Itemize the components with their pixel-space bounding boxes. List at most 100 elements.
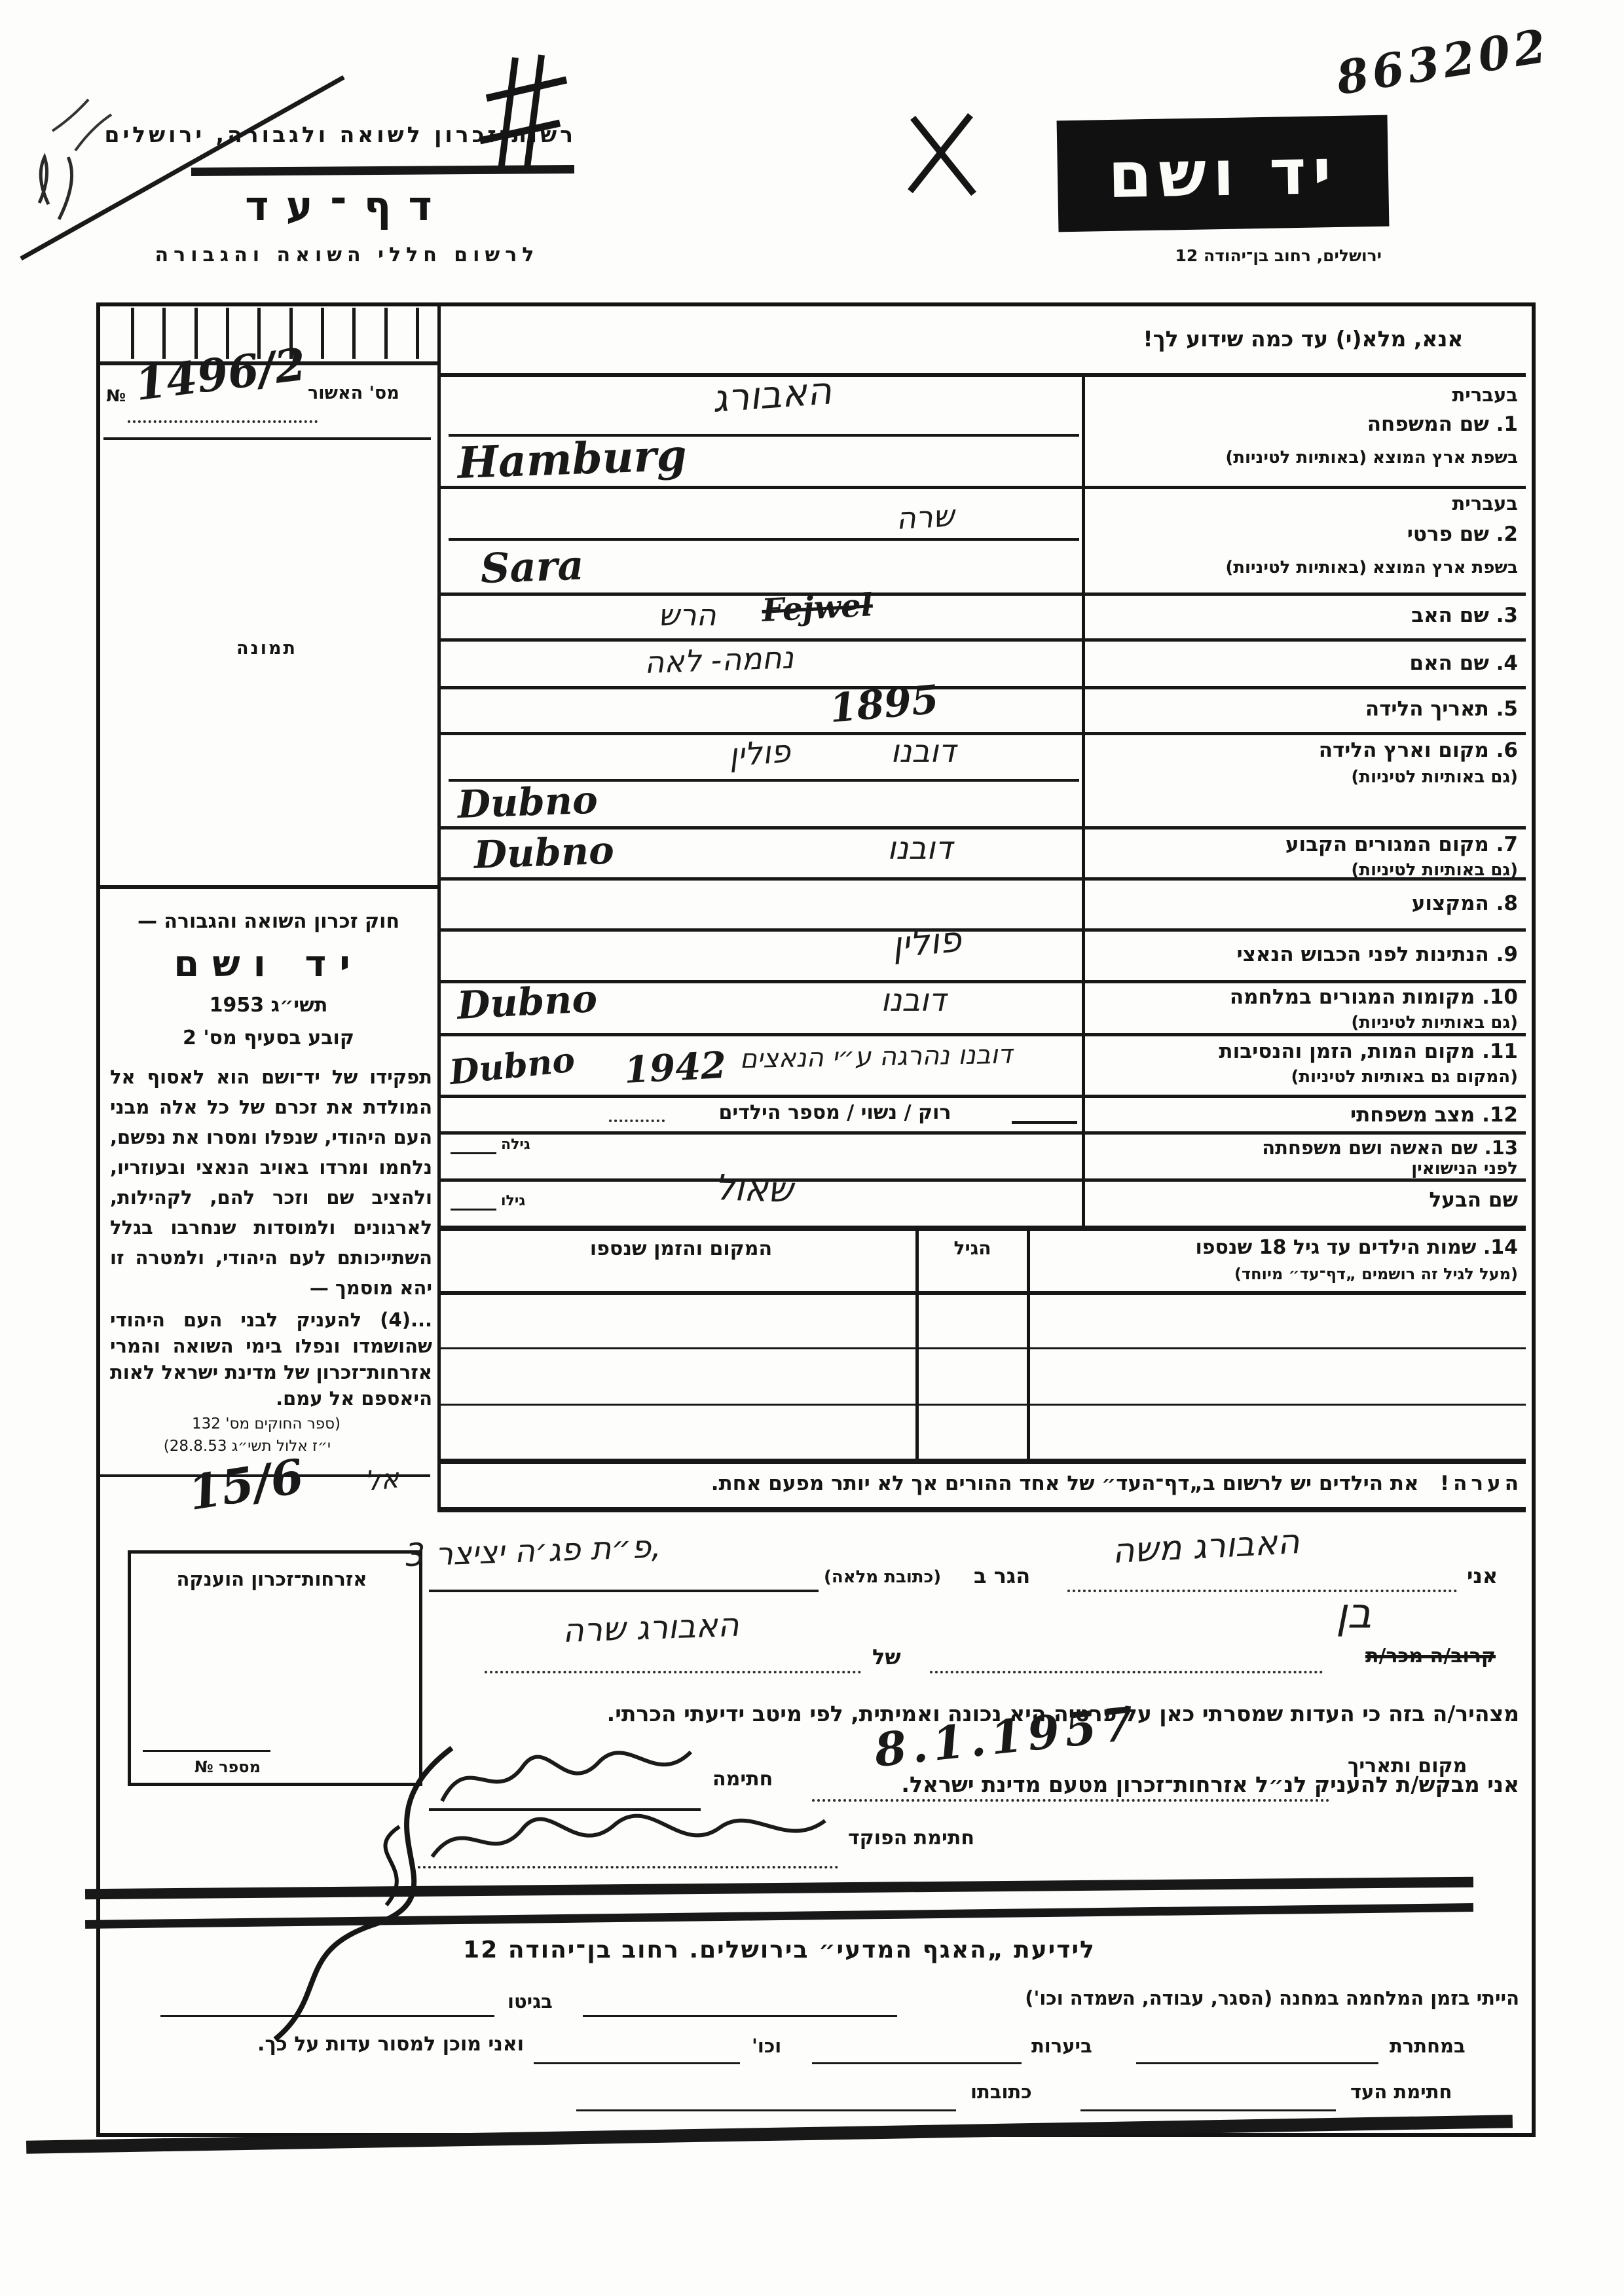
entry-family-name-hebrew: האבורג: [710, 368, 834, 421]
address-line: [429, 1590, 819, 1592]
wife-age-line: [451, 1152, 496, 1154]
approval-number-line: [128, 420, 318, 423]
field-5-label: 5. תאריך הלידה: [1365, 697, 1518, 721]
field-9-boundary: [437, 980, 1526, 983]
law-title: חוק זכרון השואה והגבורה —: [137, 910, 400, 933]
field-6-sub: (גם באותיות לטיניות): [1351, 767, 1518, 787]
photo-box-bottom-line: [100, 885, 437, 889]
camp-line-label: הייתי בזמן המלחמה במחנה (הסגר, עבודה, הש…: [1025, 1987, 1519, 2009]
wife-age-label: גילה: [501, 1137, 530, 1153]
field-9-label: 9. הנתינות לפני הכבוש הנאצי: [1236, 943, 1518, 966]
forests-blank: [812, 2062, 1022, 2064]
entry-husband-name: שאול: [714, 1167, 794, 1211]
attention-line: לידיעת „האגף המדעי״ בירושלים. רחוב בן־יה…: [463, 1937, 1096, 1963]
signature-line: [429, 1808, 701, 1811]
place-date-line: [812, 1799, 1329, 1802]
field-13-boundary: [437, 1178, 1526, 1182]
clerk-signature-label: חתימת הפוקד: [848, 1827, 974, 1850]
label-column-divider: [1082, 376, 1085, 1226]
underground-blank: [1136, 2062, 1378, 2064]
table-divider-2: [1027, 1226, 1030, 1461]
entry-residence-latin: Dubno: [473, 828, 615, 877]
relation-line: [930, 1671, 1323, 1673]
tally-strip: [131, 308, 419, 359]
husband-age-label: גילו: [501, 1193, 526, 1209]
witness-signature-label: חתימת העד: [1350, 2081, 1452, 2103]
law-paragraph: תפקידו של יד־ושם הוא לאסוף אל המולדת את …: [110, 1066, 432, 1299]
table-header-separator: [437, 1291, 1526, 1295]
etc-label: וכו': [752, 2035, 782, 2057]
field-3-label: 3. שם האב: [1411, 604, 1518, 627]
full-address-label: (כתובת מלאה): [824, 1567, 942, 1587]
field-6-label: 6. מקום וארץ הלידה: [1318, 738, 1518, 762]
place-date-label: מקום ותאריך: [1348, 1755, 1467, 1777]
clerk-signature-scribble: [430, 1813, 826, 1858]
marital-trailing-dots: [609, 1120, 665, 1122]
corner-number: 863202: [1333, 18, 1554, 105]
field-2-boundary: [437, 592, 1526, 596]
entry-family-name-latin: Hamburg: [456, 429, 688, 488]
left-column-divider: [437, 302, 441, 1510]
entry-father-name: הרש: [658, 597, 716, 632]
entry-father-name-crossed: Fejwel: [761, 587, 874, 629]
field-13-label: 13. שם האשה ושם משפחתה: [1262, 1137, 1518, 1159]
field-4-boundary: [437, 686, 1526, 689]
field-7-label: 7. מקום המגורים הקבוע: [1285, 833, 1518, 856]
witness-address-label: כתובתו: [970, 2081, 1032, 2103]
yad-vashem-stamp: יד ושם: [1056, 115, 1390, 232]
field-3-boundary: [437, 638, 1526, 642]
sidebar-divider-line: [100, 1474, 430, 1477]
table-bottom-line: [437, 1459, 1526, 1464]
declarant-name-line: [1067, 1590, 1457, 1592]
of-name-line: [485, 1671, 861, 1673]
field-14-label: 14. שמות הילדים עד גיל 18 שנספו: [1195, 1236, 1518, 1259]
field-10-boundary: [437, 1033, 1526, 1036]
table-top-line: [437, 1226, 1526, 1231]
law-section: קובע בסעיף מס' 2: [183, 1027, 354, 1049]
husband-age-line: [451, 1209, 496, 1211]
of-name-value: האבורג שרה: [561, 1605, 740, 1650]
field-8-label: 8. המקצוע: [1411, 892, 1518, 915]
etc-blank: [534, 2062, 740, 2064]
memorial-box-line: [143, 1750, 270, 1752]
field-12-boundary: [437, 1131, 1526, 1135]
field-1-sub: בשפת ארץ המוצא (באותיות לטיניות): [1225, 448, 1518, 467]
field-12-label: 12. מצב משפחתי: [1350, 1103, 1518, 1127]
field-1-label: 1. שם המשפחה: [1367, 412, 1518, 436]
fill-in-instruction: אנא, מלא(י) עד כמה שידוע לך!: [1143, 326, 1464, 352]
header-separator-line: [437, 373, 1526, 377]
entry-line-family-he: [449, 434, 1079, 437]
field-10-sub: (גם באותיות לטיניות): [1351, 1013, 1518, 1032]
field-2-label: 2. שם פרטי: [1407, 522, 1518, 546]
field-2-sub: בשפת ארץ המוצא (באותיות לטיניות): [1225, 558, 1518, 577]
clerk-signature-line: [413, 1866, 838, 1868]
field-8-boundary: [437, 928, 1526, 932]
law-logo-text: יד ושם: [174, 943, 363, 985]
testify-label: ואני מוכן למסור עדות על כך.: [257, 2033, 524, 2056]
field-11-sub: (המקום גם באותיות לטיניות): [1291, 1067, 1518, 1087]
underground-label: במחתרת: [1390, 2035, 1466, 2057]
table-header-place: המקום והזמן שנספו: [589, 1237, 773, 1260]
law-year: תשי״ג 1953: [209, 994, 328, 1017]
field-1-pre: בעברית: [1452, 384, 1519, 406]
yad-vashem-stamp-text: יד ושם: [1107, 134, 1338, 213]
resides-label: הגר ב: [974, 1563, 1031, 1588]
authority-line: רשות־זכרון לשואה ולגבורה, ירושלים: [104, 122, 576, 147]
tally-baseline: [100, 361, 437, 365]
field-7-sub: (גם באותיות לטיניות): [1351, 860, 1518, 880]
entry-war-residence-latin: Dubno: [456, 975, 599, 1028]
table-divider-1: [915, 1226, 919, 1461]
witness-signature-blank: [1080, 2109, 1336, 2111]
entry-first-name-latin: Sara: [479, 541, 585, 592]
ghetto-blank: [160, 2015, 494, 2017]
field-14-sub: (מעל לגיל זה רושמים „דף־עד״ מיוחד): [1234, 1265, 1518, 1283]
declarant-label: אני: [1467, 1563, 1498, 1588]
camp-line-blank: [583, 2015, 897, 2017]
x-mark-icon: [908, 113, 976, 196]
memorial-box-number-label: מספר №: [194, 1758, 261, 1776]
table-header-age: הגיל: [953, 1237, 991, 1259]
field-7-boundary: [437, 877, 1526, 881]
field-6-boundary: [437, 826, 1526, 829]
entry-birth-year: 1895: [827, 676, 941, 732]
of-label: של: [872, 1645, 901, 1669]
